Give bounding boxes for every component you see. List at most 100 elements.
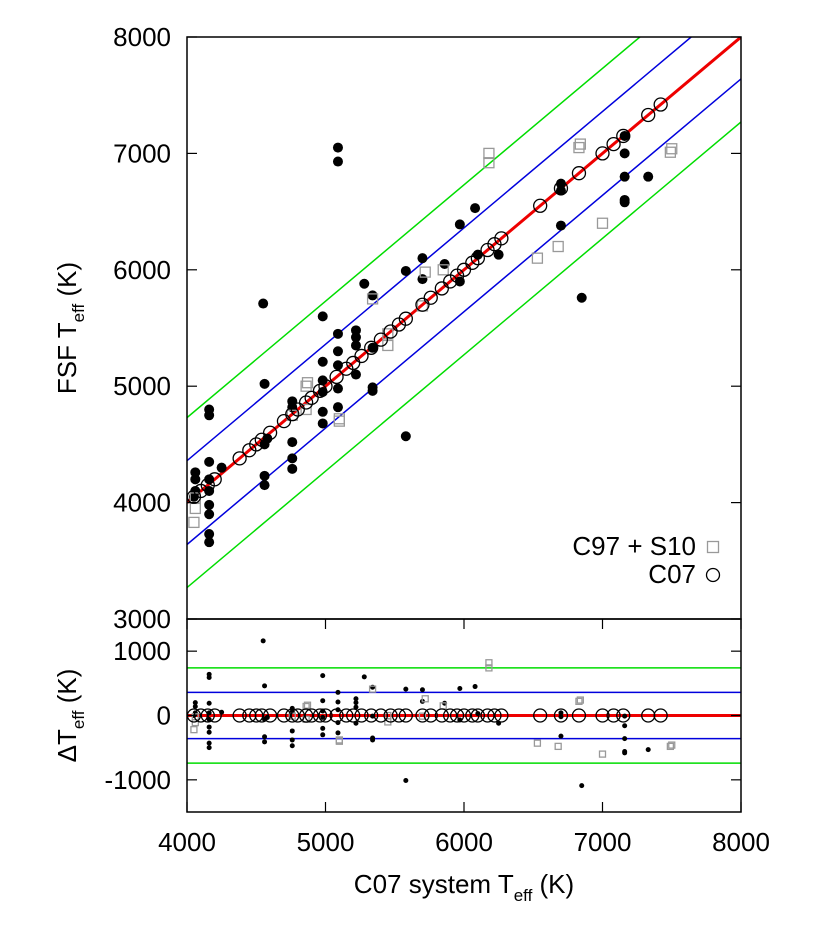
point bbox=[596, 217, 609, 229]
x-tick-label: 6000 bbox=[435, 827, 493, 857]
point bbox=[320, 714, 326, 720]
point bbox=[192, 703, 198, 709]
point bbox=[216, 462, 227, 473]
point bbox=[622, 723, 628, 729]
point bbox=[259, 480, 270, 491]
point bbox=[606, 136, 621, 152]
point bbox=[470, 203, 481, 214]
point bbox=[555, 185, 566, 196]
point bbox=[287, 437, 298, 448]
point bbox=[204, 499, 215, 510]
point bbox=[483, 147, 495, 160]
point bbox=[332, 402, 343, 413]
point bbox=[480, 708, 495, 723]
point bbox=[206, 724, 212, 730]
point bbox=[192, 700, 198, 706]
point bbox=[354, 708, 369, 723]
x-tick-label: 4000 bbox=[158, 827, 216, 857]
point bbox=[595, 146, 610, 161]
point bbox=[335, 736, 344, 744]
point bbox=[552, 240, 564, 253]
point bbox=[494, 231, 509, 246]
point bbox=[318, 708, 333, 723]
point bbox=[317, 418, 328, 429]
point bbox=[383, 708, 398, 723]
point bbox=[317, 356, 328, 367]
point bbox=[555, 178, 566, 189]
legend-symbol bbox=[705, 567, 721, 583]
y-tick-label: 6000 bbox=[113, 255, 171, 285]
point bbox=[333, 413, 346, 425]
point bbox=[254, 708, 269, 723]
point bbox=[421, 695, 429, 703]
point bbox=[317, 406, 328, 417]
point bbox=[553, 181, 569, 196]
point bbox=[558, 733, 564, 739]
point bbox=[298, 395, 314, 410]
plot-area bbox=[187, 37, 741, 589]
point bbox=[204, 509, 215, 520]
point bbox=[400, 431, 411, 442]
point bbox=[290, 708, 305, 723]
label-part: eff bbox=[69, 303, 88, 322]
point bbox=[346, 708, 361, 723]
point bbox=[232, 708, 247, 723]
point bbox=[312, 383, 328, 399]
point bbox=[298, 708, 314, 723]
point bbox=[645, 747, 651, 753]
point bbox=[606, 708, 621, 723]
point bbox=[485, 659, 493, 667]
reference-line bbox=[187, 121, 741, 589]
point bbox=[350, 369, 361, 380]
point bbox=[653, 97, 668, 112]
point bbox=[232, 451, 247, 466]
point bbox=[456, 708, 472, 723]
point bbox=[259, 470, 270, 481]
point bbox=[574, 138, 586, 150]
point bbox=[573, 141, 585, 154]
point bbox=[354, 348, 369, 364]
point bbox=[423, 290, 438, 305]
point bbox=[207, 472, 222, 487]
point bbox=[553, 708, 569, 723]
y-tick-label: 5000 bbox=[113, 371, 171, 401]
point bbox=[437, 264, 449, 276]
point bbox=[332, 383, 343, 394]
point bbox=[423, 708, 438, 723]
label-part: ΔT bbox=[52, 729, 82, 762]
point bbox=[364, 708, 379, 723]
point bbox=[449, 708, 465, 723]
point bbox=[370, 737, 376, 743]
x-axis-label: C07 system Teff (K) bbox=[354, 869, 574, 905]
point bbox=[206, 700, 212, 706]
point bbox=[403, 777, 409, 783]
point bbox=[368, 685, 377, 693]
point bbox=[189, 502, 201, 515]
point bbox=[576, 292, 587, 303]
point bbox=[575, 697, 583, 705]
x-tick-label: 5000 bbox=[297, 827, 355, 857]
point bbox=[262, 739, 268, 745]
point bbox=[434, 281, 449, 296]
point bbox=[249, 708, 264, 723]
point bbox=[367, 290, 378, 301]
point bbox=[312, 708, 328, 723]
point bbox=[190, 474, 201, 485]
point bbox=[470, 708, 486, 723]
point bbox=[329, 369, 344, 385]
point bbox=[554, 742, 562, 751]
point bbox=[622, 713, 628, 719]
point bbox=[188, 516, 200, 529]
point bbox=[595, 708, 610, 723]
point bbox=[619, 130, 630, 141]
point bbox=[454, 219, 465, 230]
point bbox=[641, 107, 656, 123]
point bbox=[558, 714, 564, 720]
label-part: C07 system T bbox=[354, 869, 514, 899]
point bbox=[332, 156, 343, 167]
point bbox=[619, 197, 630, 208]
point bbox=[383, 324, 398, 339]
point bbox=[384, 711, 392, 720]
point bbox=[622, 736, 628, 742]
label-part: eff bbox=[514, 886, 533, 905]
